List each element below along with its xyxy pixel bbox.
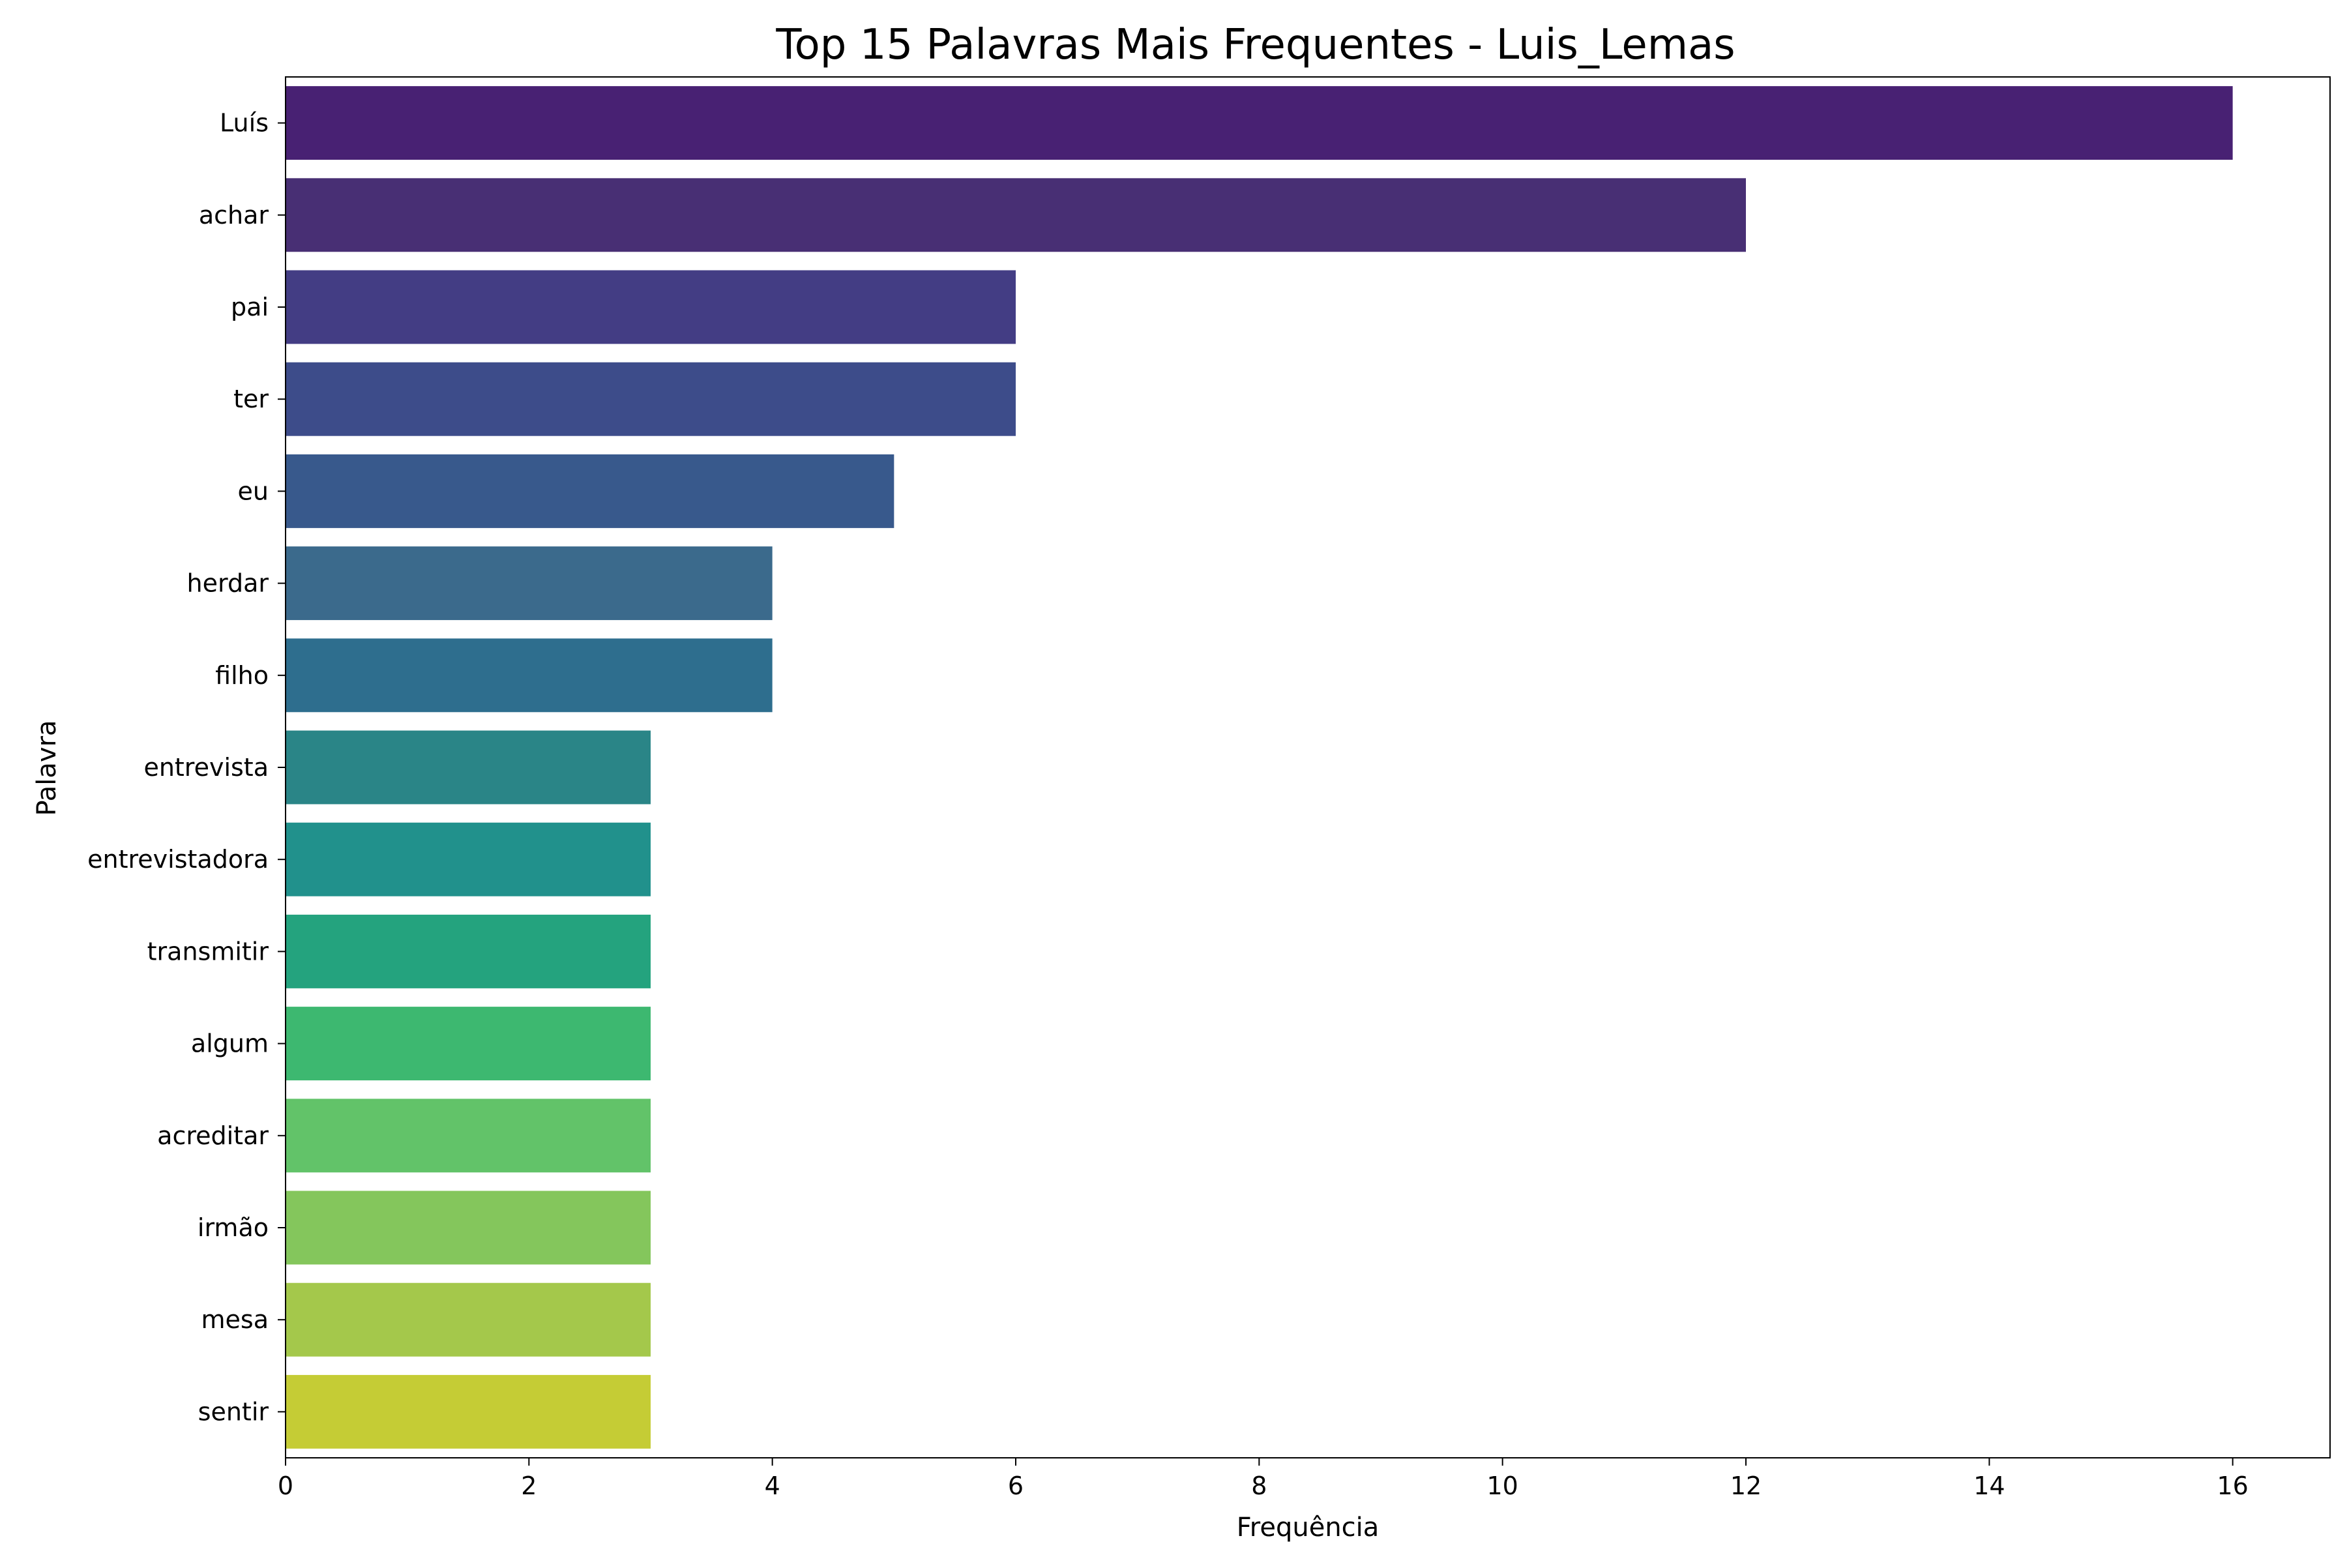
x-tick-label-0: 0: [278, 1472, 293, 1500]
y-tick-label-0: Luís: [220, 109, 269, 138]
x-tick-label-5: 10: [1486, 1472, 1518, 1500]
x-axis-label: Frequência: [1237, 1513, 1380, 1543]
x-tick-label-7: 14: [1973, 1472, 2005, 1500]
x-tick-label-6: 12: [1730, 1472, 1762, 1500]
x-tick-label-3: 6: [1008, 1472, 1024, 1500]
bar-13: [286, 1282, 651, 1357]
bars-layer: [286, 86, 2233, 1449]
plot-frame: [285, 76, 2331, 1458]
y-tick-label-4: eu: [238, 477, 269, 505]
y-axis-label: Palavra: [32, 720, 62, 816]
bar-2: [286, 270, 1016, 344]
y-tick-label-9: transmitir: [147, 937, 269, 966]
y-tick-label-12: irmão: [198, 1213, 269, 1242]
bar-11: [286, 1099, 651, 1173]
y-tick-label-10: algum: [191, 1029, 269, 1058]
bar-3: [286, 362, 1016, 436]
y-tick-label-7: entrevista: [143, 753, 269, 782]
x-tick-label-8: 16: [2217, 1472, 2248, 1500]
y-tick-label-14: sentir: [198, 1397, 269, 1426]
x-tick-label-4: 8: [1251, 1472, 1267, 1500]
bar-8: [286, 822, 651, 896]
bar-1: [286, 178, 1746, 252]
bar-9: [286, 914, 651, 988]
x-axis-ticks: 0 2 4 6 8 10 12 14 16: [278, 1458, 2249, 1500]
y-tick-label-8: entrevistadora: [87, 845, 269, 874]
x-tick-label-1: 2: [521, 1472, 537, 1500]
bar-6: [286, 638, 773, 713]
y-tick-label-2: pai: [231, 293, 269, 321]
chart-title: Top 15 Palavras Mais Frequentes - Luis_L…: [775, 21, 1735, 69]
bar-12: [286, 1191, 651, 1265]
bar-4: [286, 454, 894, 528]
bar-14: [286, 1374, 651, 1449]
y-tick-label-1: achar: [199, 201, 269, 229]
x-tick-label-2: 4: [765, 1472, 780, 1500]
y-tick-label-3: ter: [233, 385, 269, 413]
bar-10: [286, 1007, 651, 1081]
y-tick-label-11: acreditar: [157, 1121, 269, 1150]
y-tick-label-6: filho: [215, 661, 269, 690]
bar-5: [286, 546, 773, 621]
y-axis-ticks: Luís achar pai ter eu herdar filho entrevista en…: [87, 109, 286, 1426]
bar-0: [286, 86, 2233, 160]
bar-7: [286, 730, 651, 805]
y-tick-label-13: mesa: [201, 1305, 269, 1334]
y-tick-label-5: herdar: [187, 569, 269, 598]
